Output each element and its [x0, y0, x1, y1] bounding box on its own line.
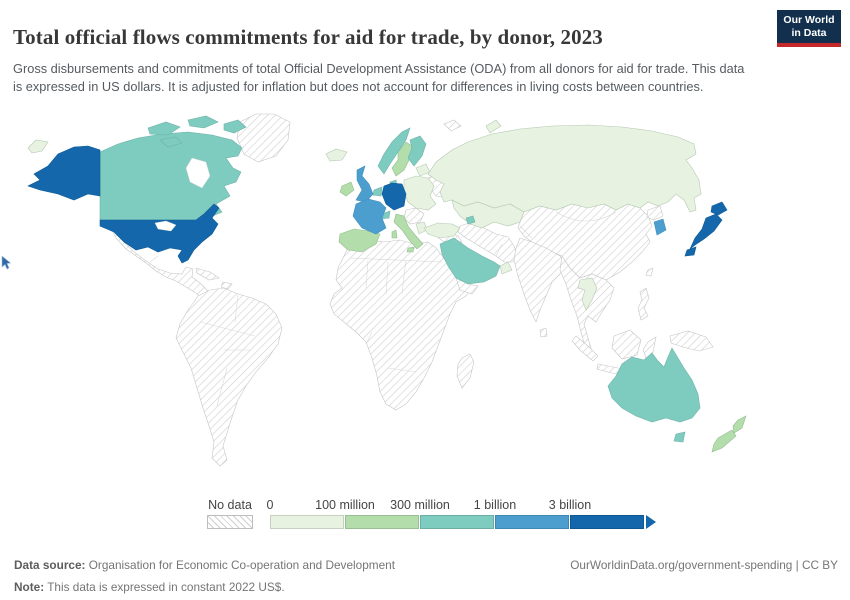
country-north-korea[interactable] — [646, 205, 664, 221]
page-title: Total official flows commitments for aid… — [13, 25, 603, 50]
country-hispaniola[interactable] — [220, 281, 233, 290]
region-balkans[interactable] — [403, 207, 425, 225]
owid-logo-line2: in Data — [791, 26, 827, 39]
legend-no-data-swatch[interactable] — [207, 515, 253, 529]
note-line: Note: This data is expressed in constant… — [14, 580, 285, 594]
legend-bar-arrow — [646, 515, 656, 529]
country-thailand[interactable] — [577, 277, 598, 311]
country-canada-arctic-4[interactable] — [159, 136, 183, 148]
legend-tick-3b: 3 billion — [548, 498, 592, 512]
country-chukotka-fragment[interactable] — [27, 139, 49, 154]
country-japan-hokkaido[interactable] — [710, 201, 728, 216]
country-sumatra[interactable] — [571, 335, 599, 362]
country-spain-portugal[interactable] — [338, 228, 381, 253]
country-cuba[interactable] — [195, 267, 220, 281]
owid-logo[interactable]: Our World in Data — [777, 10, 841, 47]
hudson-bay — [185, 157, 211, 189]
country-saudi-arabia[interactable] — [439, 237, 501, 285]
country-ireland[interactable] — [339, 181, 355, 197]
country-sri-lanka[interactable] — [539, 327, 548, 338]
data-source-text: Organisation for Economic Co-operation a… — [85, 557, 395, 572]
country-united-states[interactable] — [99, 203, 220, 264]
region-south-america[interactable] — [175, 287, 283, 467]
country-sweden[interactable] — [391, 141, 413, 177]
region-baltics[interactable] — [415, 163, 431, 177]
country-new-guinea[interactable] — [669, 330, 714, 352]
note-label: Note: — [14, 579, 45, 594]
country-turkey[interactable] — [423, 222, 461, 239]
country-finland[interactable] — [407, 135, 427, 167]
country-italy[interactable] — [393, 213, 424, 250]
choropleth-svg — [27, 113, 747, 467]
owid-logo-line1: Our World — [783, 14, 835, 27]
country-france[interactable] — [352, 198, 387, 235]
region-iran-pakistan[interactable] — [457, 221, 519, 263]
country-svalbard[interactable] — [443, 119, 462, 132]
great-lakes — [154, 220, 177, 232]
data-source-label: Data source: — [14, 557, 86, 572]
country-tasmania[interactable] — [673, 431, 686, 443]
country-russia[interactable] — [427, 124, 702, 213]
country-sicily[interactable] — [406, 246, 415, 253]
legend-bin-3[interactable] — [495, 515, 569, 529]
country-uae-oman[interactable] — [499, 261, 513, 275]
legend-bin-4[interactable] — [570, 515, 644, 529]
country-south-korea[interactable] — [653, 218, 667, 236]
country-usa-alaska[interactable] — [27, 145, 101, 201]
country-madagascar[interactable] — [456, 353, 475, 389]
country-canada-arctic-2[interactable] — [187, 115, 219, 129]
country-new-zealand-south[interactable] — [711, 429, 737, 453]
country-japan-honshu[interactable] — [689, 213, 723, 250]
country-azerbaijan[interactable] — [465, 215, 476, 225]
note-text: This data is expressed in constant 2022 … — [44, 579, 285, 594]
country-netherlands[interactable] — [372, 186, 383, 197]
legend-bin-2[interactable] — [420, 515, 494, 529]
country-iceland[interactable] — [325, 148, 348, 162]
mouse-cursor-icon — [1, 256, 12, 270]
country-greenland[interactable] — [236, 113, 291, 163]
map-legend: No data 0 100 million 300 million 1 bill… — [0, 496, 850, 532]
country-australia[interactable] — [607, 347, 701, 423]
country-india[interactable] — [513, 237, 567, 323]
legend-tick-300m: 300 million — [390, 498, 450, 512]
country-united-kingdom[interactable] — [355, 165, 374, 203]
country-canada-arctic-3[interactable] — [223, 119, 247, 134]
country-germany[interactable] — [381, 182, 407, 211]
legend-color-bar — [270, 515, 644, 529]
legend-no-data-label: No data — [208, 498, 252, 512]
page-subtitle: Gross disbursements and commitments of t… — [13, 60, 745, 94]
legend-tick-100m: 100 million — [315, 498, 375, 512]
world-map — [0, 110, 850, 495]
country-japan-kyushu[interactable] — [684, 246, 697, 257]
data-source-line: Data source: Organisation for Economic C… — [14, 558, 395, 572]
country-borders-overlay — [149, 211, 617, 407]
country-taiwan[interactable] — [645, 267, 654, 277]
legend-tick-1b: 1 billion — [473, 498, 517, 512]
owid-link[interactable]: OurWorldinData.org/government-spending |… — [570, 557, 838, 572]
region-eastern-europe[interactable] — [403, 175, 437, 211]
country-novaya-zemlya[interactable] — [485, 119, 502, 134]
region-africa[interactable] — [329, 239, 473, 411]
country-new-zealand-north[interactable] — [732, 415, 747, 434]
country-borneo[interactable] — [611, 329, 642, 360]
country-sardinia[interactable] — [391, 229, 398, 239]
country-norway[interactable] — [377, 127, 411, 175]
country-canada-arctic-1[interactable] — [147, 121, 181, 136]
legend-bin-0[interactable] — [270, 515, 344, 529]
legend-bin-1[interactable] — [345, 515, 419, 529]
country-philippines[interactable] — [637, 287, 650, 321]
legend-tick-0: 0 — [266, 498, 274, 512]
